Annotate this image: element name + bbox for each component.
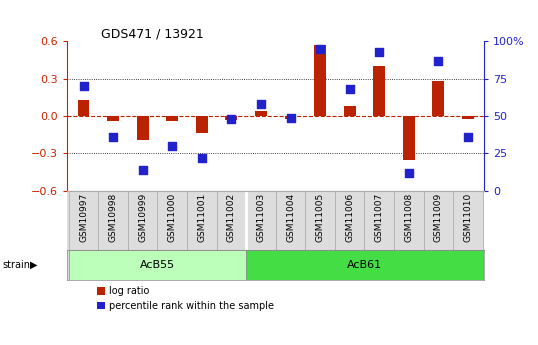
Bar [246, 191, 275, 250]
Point [109, 134, 117, 140]
Bar [285, 116, 296, 119]
Bar [314, 45, 326, 116]
Point [434, 58, 443, 63]
Bar [394, 191, 423, 250]
Text: GSM10998: GSM10998 [109, 193, 118, 242]
Point [197, 155, 206, 160]
Text: GSM11010: GSM11010 [463, 193, 472, 242]
Bar [433, 81, 444, 116]
Bar [403, 116, 415, 159]
Text: strain: strain [3, 260, 31, 270]
Point [168, 143, 176, 149]
Bar [69, 250, 246, 280]
Point [257, 101, 265, 107]
Bar [69, 191, 98, 250]
Point [79, 83, 88, 89]
Bar [344, 106, 356, 116]
Text: GSM10997: GSM10997 [79, 193, 88, 242]
Point [138, 167, 147, 172]
Point [227, 116, 236, 122]
Point [286, 115, 295, 120]
Bar [335, 191, 364, 250]
Bar [275, 191, 305, 250]
Bar [77, 100, 89, 116]
Bar [166, 116, 178, 121]
Bar [217, 191, 246, 250]
Text: GSM11008: GSM11008 [404, 193, 413, 242]
Text: GSM11002: GSM11002 [227, 193, 236, 242]
Text: GSM11007: GSM11007 [375, 193, 384, 242]
Bar [373, 66, 385, 116]
Point [405, 170, 413, 176]
Legend: log ratio, percentile rank within the sample: log ratio, percentile rank within the sa… [93, 282, 278, 315]
Bar [255, 111, 267, 116]
Text: GSM10999: GSM10999 [138, 193, 147, 242]
Bar [137, 116, 148, 140]
Bar [462, 116, 474, 119]
Bar [305, 191, 335, 250]
Text: GSM11001: GSM11001 [197, 193, 206, 242]
Bar [158, 191, 187, 250]
Point [345, 86, 354, 92]
Text: AcB61: AcB61 [347, 260, 382, 270]
Bar [423, 191, 453, 250]
Point [464, 134, 472, 140]
Text: GSM11006: GSM11006 [345, 193, 354, 242]
Bar [98, 191, 128, 250]
Bar [128, 191, 158, 250]
Text: GSM11003: GSM11003 [257, 193, 265, 242]
Text: GDS471 / 13921: GDS471 / 13921 [101, 27, 203, 40]
Text: ▶: ▶ [30, 260, 37, 270]
Text: GSM11000: GSM11000 [168, 193, 176, 242]
Text: AcB55: AcB55 [140, 260, 175, 270]
Bar [246, 250, 483, 280]
Bar [225, 116, 237, 120]
Bar [187, 191, 217, 250]
Text: GSM11005: GSM11005 [316, 193, 324, 242]
Text: GSM11004: GSM11004 [286, 193, 295, 242]
Bar [107, 116, 119, 121]
Point [375, 49, 384, 55]
Bar [364, 191, 394, 250]
Point [316, 46, 324, 52]
Bar [196, 116, 208, 134]
Bar [453, 191, 483, 250]
Text: GSM11009: GSM11009 [434, 193, 443, 242]
